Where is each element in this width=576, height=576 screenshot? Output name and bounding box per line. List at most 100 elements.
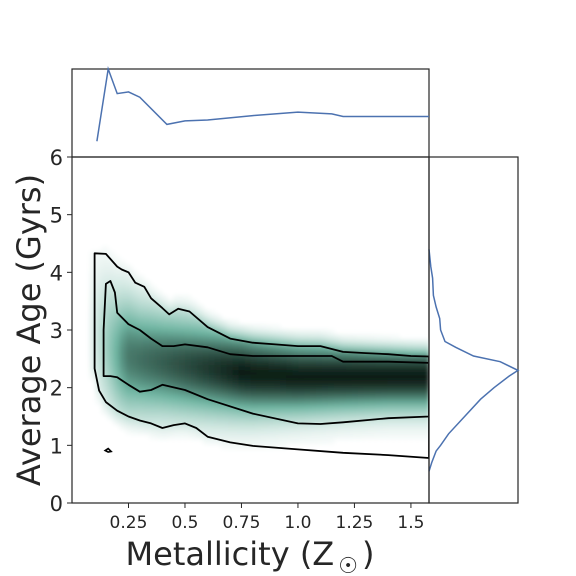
- density-cell: [387, 394, 394, 400]
- density-cell: [405, 379, 412, 385]
- density-cell: [286, 438, 293, 445]
- density-cell: [268, 354, 275, 361]
- density-cell: [399, 428, 406, 435]
- density-cell: [226, 369, 234, 376]
- density-cell: [208, 438, 216, 445]
- density-cell: [119, 290, 127, 296]
- density-cell: [119, 409, 127, 415]
- density-cell: [95, 265, 103, 272]
- density-cell: [292, 418, 299, 425]
- density-cell: [113, 409, 121, 415]
- density-cell: [232, 394, 240, 400]
- density-cell: [185, 423, 192, 430]
- density-cell: [113, 295, 121, 301]
- density-cell: [125, 339, 133, 346]
- density-cell: [333, 374, 341, 381]
- density-cell: [238, 443, 246, 450]
- density-cell: [357, 334, 365, 341]
- density-cell: [250, 354, 258, 361]
- density-cell: [333, 344, 341, 351]
- density-cell: [125, 379, 133, 385]
- density-cell: [280, 384, 287, 390]
- density-cell: [101, 330, 109, 336]
- density-cell: [185, 409, 192, 415]
- density-cell: [292, 384, 299, 390]
- density-cell: [363, 418, 371, 425]
- density-cell: [125, 374, 133, 381]
- density-cell: [89, 280, 97, 287]
- density-cell: [345, 374, 353, 381]
- density-cell: [214, 418, 222, 425]
- density-cell: [250, 325, 258, 331]
- density-cell: [101, 275, 109, 282]
- density-cell: [262, 394, 269, 400]
- density-cell: [226, 443, 234, 450]
- density-cell: [298, 369, 305, 376]
- density-cell: [375, 344, 382, 351]
- density-cell: [405, 349, 412, 356]
- density-cell: [101, 320, 109, 326]
- density-cell: [298, 414, 305, 420]
- density-cell: [107, 260, 115, 267]
- density-cell: [327, 374, 335, 381]
- density-cell: [274, 438, 281, 445]
- density-cell: [143, 344, 150, 351]
- density-cell: [298, 423, 305, 430]
- density-cell: [387, 428, 394, 435]
- density-cell: [315, 374, 323, 381]
- density-cell: [393, 394, 400, 400]
- density-cell: [131, 399, 139, 405]
- density-cell: [173, 418, 180, 425]
- density-cell: [351, 389, 359, 395]
- right-marginal-frame: [428, 156, 519, 504]
- density-cell: [119, 374, 127, 381]
- density-cell: [137, 399, 144, 405]
- density-cell: [113, 270, 121, 277]
- density-cell: [363, 409, 371, 415]
- density-cell: [202, 369, 210, 376]
- density-cell: [280, 354, 287, 361]
- density-cell: [143, 379, 150, 385]
- density-cell: [339, 364, 347, 371]
- density-cell: [208, 404, 216, 410]
- density-cell: [327, 349, 335, 356]
- density-cell: [405, 394, 412, 400]
- density-cell: [107, 290, 115, 296]
- density-cell: [423, 389, 429, 395]
- density-cell: [238, 428, 246, 435]
- density-cell: [149, 409, 156, 415]
- density-cell: [202, 428, 210, 435]
- density-cell: [375, 369, 382, 376]
- density-cell: [149, 369, 156, 376]
- density-cell: [202, 389, 210, 395]
- y-axis-ticks: 0 1 2 3 4 5 6: [50, 146, 72, 516]
- density-cell: [119, 369, 127, 376]
- density-cell: [357, 384, 365, 390]
- density-cell: [191, 339, 198, 346]
- density-cell: [393, 389, 400, 395]
- density-cell: [131, 364, 139, 371]
- density-cell: [191, 409, 198, 415]
- density-cell: [298, 394, 305, 400]
- density-cell: [244, 369, 252, 376]
- density-cell: [185, 300, 192, 306]
- density-cell: [351, 404, 359, 410]
- density-cell: [268, 344, 275, 351]
- density-cell: [274, 418, 281, 425]
- density-cell: [304, 330, 311, 336]
- density-cell: [196, 409, 204, 415]
- density-cell: [143, 414, 150, 420]
- density-cell: [244, 325, 252, 331]
- density-cell: [423, 418, 429, 425]
- density-cell: [101, 325, 109, 331]
- density-cell: [214, 349, 222, 356]
- density-cell: [95, 290, 103, 296]
- density-cell: [220, 334, 228, 341]
- density-cell: [304, 364, 311, 371]
- density-cell: [220, 330, 228, 336]
- density-cell: [321, 334, 329, 341]
- density-cell: [113, 344, 121, 351]
- density-cell: [119, 404, 127, 410]
- density-cell: [232, 399, 240, 405]
- density-cell: [226, 320, 234, 326]
